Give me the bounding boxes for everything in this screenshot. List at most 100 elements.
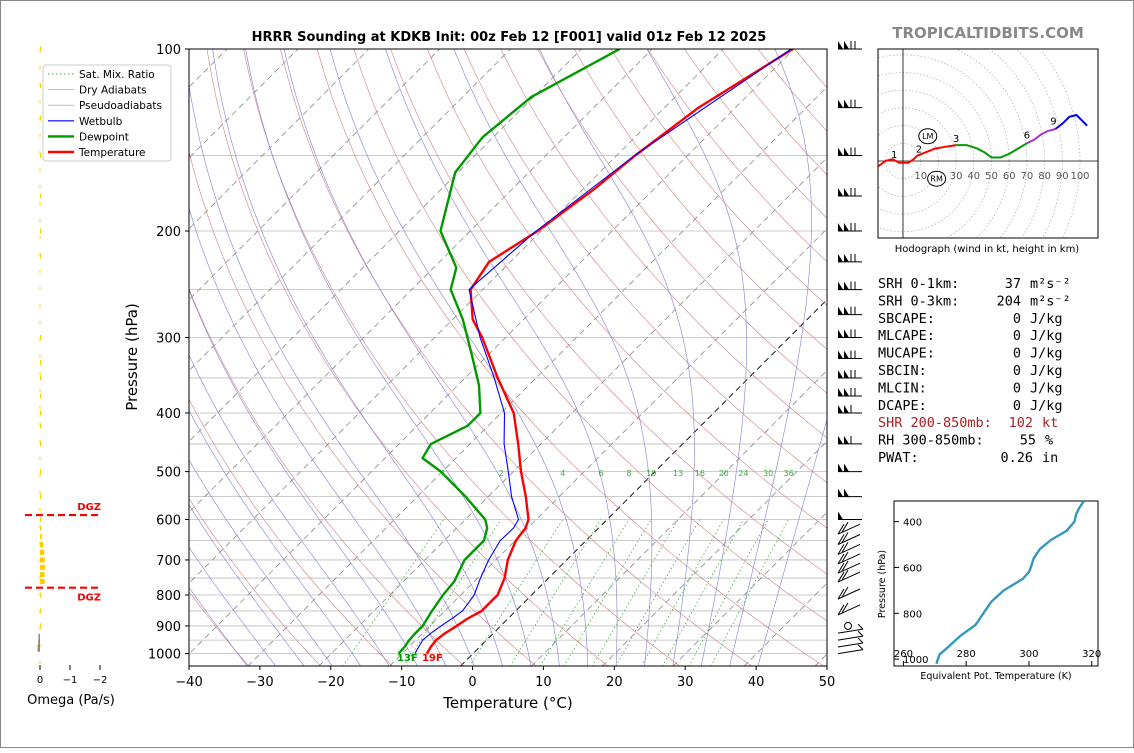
index-unit: kt bbox=[1042, 415, 1058, 431]
index-label: DCAPE: bbox=[878, 398, 927, 414]
hodograph-height-label: 6 bbox=[1024, 131, 1030, 142]
y-tick-label: 800 bbox=[156, 589, 181, 604]
wind-barb bbox=[838, 41, 862, 49]
mixing-ratio-label: 4 bbox=[560, 469, 565, 478]
index-label: SBCAPE: bbox=[878, 311, 935, 327]
y-tick-label: 700 bbox=[156, 554, 181, 569]
theta-e-y-axis-label: Pressure (hPa) bbox=[877, 550, 888, 618]
wind-barb bbox=[838, 603, 860, 615]
wind-barb bbox=[838, 147, 862, 155]
index-value: 0.26 bbox=[1000, 450, 1033, 466]
barb-pennant bbox=[844, 147, 849, 155]
barb-pennant bbox=[844, 188, 849, 196]
wind-barb bbox=[838, 532, 860, 544]
index-unit: in bbox=[1042, 450, 1058, 466]
index-label: MLCAPE: bbox=[878, 328, 935, 344]
omega-bar bbox=[40, 335, 41, 340]
omega-bar bbox=[40, 517, 41, 522]
legend-label: Sat. Mix. Ratio bbox=[79, 69, 155, 81]
index-label: RH 300-850mb: bbox=[878, 433, 984, 449]
y-tick-label: 200 bbox=[156, 225, 181, 240]
barb-pennant bbox=[844, 436, 849, 444]
watermark: TROPICALTIDBITS.COM bbox=[892, 24, 1084, 42]
chart-title: HRRR Sounding at KDKB Init: 00z Feb 12 [… bbox=[252, 30, 767, 45]
omega-bar bbox=[40, 394, 41, 399]
wind-barb bbox=[838, 552, 860, 564]
barb-half-flag bbox=[858, 624, 863, 629]
omega-bar bbox=[40, 375, 41, 380]
y-axis-label: Pressure (hPa) bbox=[123, 303, 141, 411]
index-label: MUCAPE: bbox=[878, 346, 935, 362]
x-tick-label: 0 bbox=[468, 675, 476, 690]
storm-motion-label: LM bbox=[922, 132, 933, 141]
x-axis-label: Temperature (°C) bbox=[442, 694, 572, 712]
barb-pennant bbox=[838, 405, 843, 413]
mixing-ratio-label: 24 bbox=[738, 469, 748, 478]
legend-label: Temperature bbox=[78, 147, 146, 159]
skewt-background bbox=[189, 49, 827, 666]
omega-bar bbox=[40, 423, 41, 428]
hodograph-height-label: 3 bbox=[953, 134, 959, 145]
omega-bar bbox=[40, 526, 41, 531]
omega-bar bbox=[40, 608, 41, 613]
barb-pennant bbox=[838, 511, 843, 519]
calm-wind-circle bbox=[845, 622, 852, 629]
hodograph-caption: Hodograph (wind in kt, height in km) bbox=[895, 244, 1080, 255]
omega-bar bbox=[40, 565, 45, 570]
omega-tick-label: 0 bbox=[37, 675, 43, 686]
barb-pennant bbox=[844, 370, 849, 378]
wind-barb bbox=[838, 489, 862, 497]
hodograph-frame bbox=[878, 49, 1098, 238]
barb-half-flag bbox=[858, 631, 863, 636]
omega-bar bbox=[40, 550, 44, 555]
x-tick-label: 10 bbox=[535, 675, 552, 690]
surface-dewpoint-label: 13F bbox=[397, 653, 418, 664]
theta-e-x-axis-label: Equivalent Pot. Temperature (K) bbox=[920, 671, 1071, 682]
storm-motion-label: RM bbox=[930, 175, 943, 184]
theta-e-y-tick-label: 600 bbox=[903, 563, 922, 574]
hodograph-height-label: 1 bbox=[891, 150, 897, 161]
index-value: 0 bbox=[1013, 363, 1021, 379]
barb-pennant bbox=[844, 41, 849, 49]
dgz-label: DGZ bbox=[77, 502, 101, 513]
wind-barb bbox=[838, 307, 862, 315]
mixing-ratio-label: 30 bbox=[763, 469, 773, 478]
hodograph-ring-label: 60 bbox=[1003, 171, 1016, 182]
wind-barb bbox=[838, 405, 862, 413]
barb-pennant bbox=[838, 188, 843, 196]
barb-pennant bbox=[844, 405, 849, 413]
index-value: 37 bbox=[1005, 276, 1021, 292]
mixing-ratio-label: 2 bbox=[499, 469, 504, 478]
barb-pennant bbox=[838, 282, 843, 290]
index-unit: J/kg bbox=[1030, 346, 1063, 362]
omega-bar bbox=[40, 593, 41, 598]
hodograph-ring-label: 50 bbox=[985, 171, 998, 182]
wind-barb bbox=[838, 587, 860, 599]
x-tick-label: −30 bbox=[246, 675, 273, 690]
wind-barb bbox=[845, 622, 852, 629]
index-value: 204 bbox=[997, 293, 1021, 309]
y-tick-label: 300 bbox=[156, 331, 181, 346]
hodograph-height-label: 2 bbox=[916, 145, 922, 156]
omega-bar bbox=[40, 193, 41, 198]
x-tick-label: 30 bbox=[677, 675, 694, 690]
index-label: SRH 0-1km: bbox=[878, 276, 959, 292]
barb-pennant bbox=[838, 370, 843, 378]
barb-staff bbox=[838, 650, 863, 654]
barb-pennant bbox=[838, 388, 843, 396]
legend-label: Dewpoint bbox=[79, 131, 129, 143]
barb-half-flag bbox=[858, 645, 863, 650]
mixing-ratio-label: 1 bbox=[441, 469, 446, 478]
barb-pennant bbox=[838, 223, 843, 231]
index-value: 0 bbox=[1013, 311, 1021, 327]
index-label: PWAT: bbox=[878, 450, 919, 466]
mixing-ratio-label: 10 bbox=[646, 469, 656, 478]
legend-label: Wetbulb bbox=[79, 116, 123, 128]
omega-bar bbox=[40, 229, 41, 234]
omega-tick-label: −1 bbox=[63, 675, 78, 686]
index-value: 55 bbox=[1020, 433, 1036, 449]
hodograph-height-label: 9 bbox=[1050, 116, 1056, 127]
